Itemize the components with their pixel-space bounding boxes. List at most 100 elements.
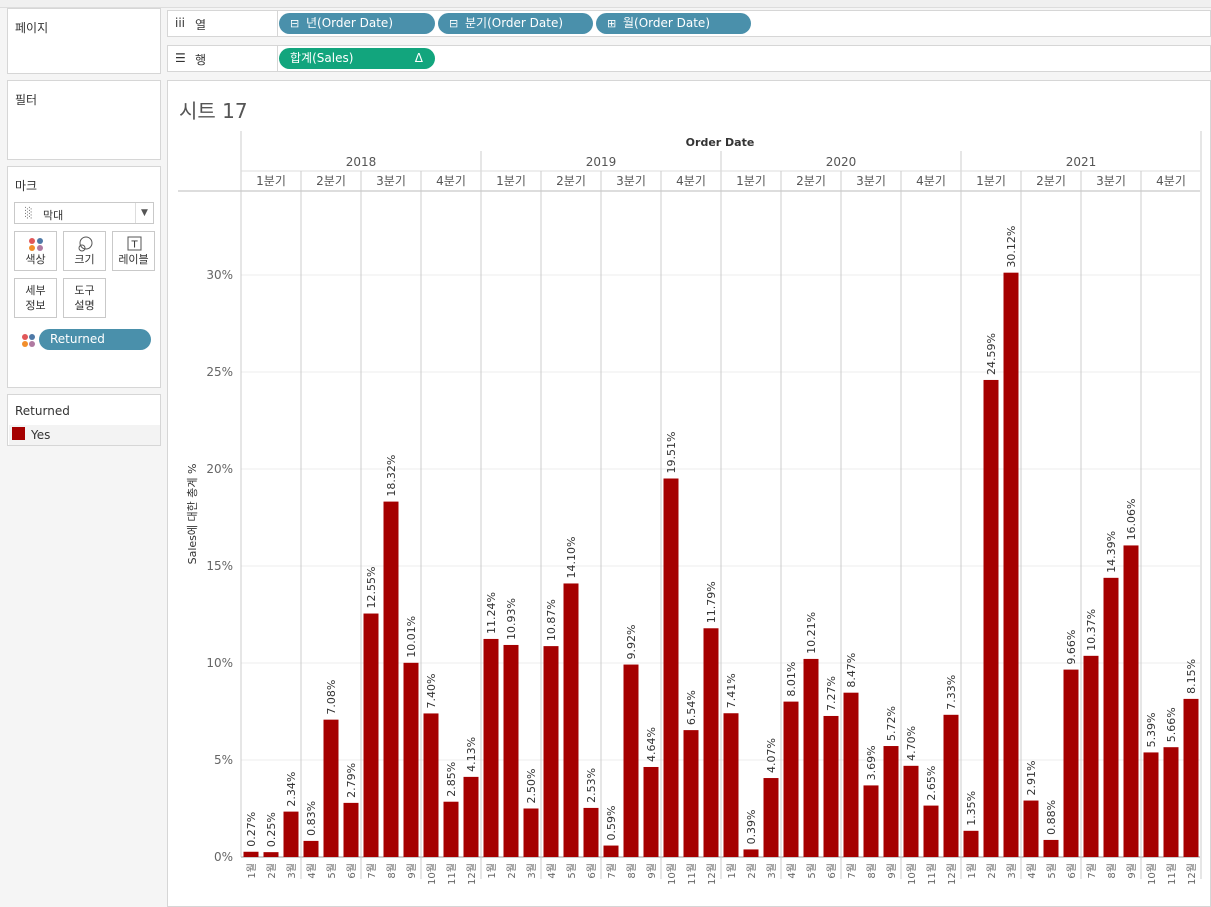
data-label: 11.79% bbox=[705, 581, 718, 623]
bar bbox=[923, 805, 939, 857]
data-label: 8.01% bbox=[785, 662, 798, 697]
sales-sum-pill[interactable]: 합계(Sales) Δ bbox=[279, 48, 435, 69]
month-tick-label: 12월 bbox=[466, 863, 478, 885]
month-tick-label: 1월 bbox=[726, 863, 738, 879]
month-tick-label: 1월 bbox=[966, 863, 978, 879]
bar bbox=[603, 845, 619, 857]
collapse-icon[interactable]: ⊟ bbox=[449, 17, 459, 30]
month-tick-label: 4월 bbox=[546, 863, 558, 879]
data-label: 4.07% bbox=[765, 738, 778, 773]
data-label: 0.25% bbox=[265, 812, 278, 847]
data-label: 2.53% bbox=[585, 768, 598, 803]
data-label: 19.51% bbox=[665, 432, 678, 474]
rows-shelf[interactable]: ☰ 행 합계(Sales) Δ bbox=[167, 45, 1211, 72]
bar bbox=[303, 840, 319, 857]
month-tick-label: 3월 bbox=[526, 863, 538, 879]
month-tick-label: 8월 bbox=[866, 863, 878, 879]
data-label: 4.13% bbox=[465, 737, 478, 772]
data-label: 4.70% bbox=[905, 726, 918, 761]
y-tick-label: 20% bbox=[206, 462, 233, 476]
data-label: 2.65% bbox=[925, 766, 938, 801]
month-tick-label: 10월 bbox=[426, 863, 438, 885]
data-label: 2.91% bbox=[1025, 761, 1038, 796]
data-label: 1.35% bbox=[965, 791, 978, 826]
data-label: 9.92% bbox=[625, 625, 638, 660]
collapse-icon[interactable]: ⊟ bbox=[290, 17, 300, 30]
quarter-order-date-pill[interactable]: ⊟ 분기(Order Date) bbox=[438, 13, 593, 34]
month-tick-label: 9월 bbox=[406, 863, 418, 879]
mark-type-label: 막대 bbox=[43, 209, 64, 222]
data-label: 10.01% bbox=[405, 616, 418, 658]
data-label: 14.10% bbox=[565, 537, 578, 579]
bar bbox=[563, 583, 579, 857]
legend-card: Returned Yes bbox=[7, 394, 161, 446]
detail-button[interactable]: 세부 정보 bbox=[14, 278, 57, 318]
label-button[interactable]: T 레이블 bbox=[112, 231, 155, 271]
month-tick-label: 5월 bbox=[806, 863, 818, 879]
month-tick-label: 2월 bbox=[986, 863, 998, 879]
quarter-header: 1분기 bbox=[736, 174, 766, 188]
data-label: 14.39% bbox=[1105, 531, 1118, 573]
filters-card[interactable]: 필터 bbox=[7, 80, 161, 160]
columns-shelf[interactable]: iii 열 ⊟ 년(Order Date) ⊟ 분기(Order Date) ⊞… bbox=[167, 10, 1211, 37]
data-label: 18.32% bbox=[385, 455, 398, 497]
returned-color-pill[interactable]: Returned bbox=[39, 329, 151, 350]
data-label: 16.06% bbox=[1125, 498, 1138, 540]
bar bbox=[503, 644, 519, 857]
color-button[interactable]: 색상 bbox=[14, 231, 57, 271]
month-tick-label: 2월 bbox=[266, 863, 278, 879]
month-tick-label: 7월 bbox=[606, 863, 618, 879]
shelf-divider bbox=[277, 46, 278, 71]
pages-card[interactable]: 페이지 bbox=[7, 8, 161, 74]
year-order-date-pill[interactable]: ⊟ 년(Order Date) bbox=[279, 13, 435, 34]
size-button[interactable]: 크기 bbox=[63, 231, 106, 271]
y-tick-label: 25% bbox=[206, 365, 233, 379]
quarter-header: 2분기 bbox=[1036, 174, 1066, 188]
month-tick-label: 2월 bbox=[746, 863, 758, 879]
worksheet-view: 시트 17 Sales에 대한 총계 % Order Date 0% 5% 10% 15%… bbox=[167, 80, 1211, 907]
shelf-divider bbox=[277, 11, 278, 36]
bar bbox=[343, 802, 359, 857]
tooltip-label-1: 도구 bbox=[74, 284, 95, 297]
bar bbox=[583, 807, 599, 857]
data-label: 0.27% bbox=[245, 812, 258, 847]
data-label: 2.79% bbox=[345, 763, 358, 798]
month-tick-label: 6월 bbox=[1066, 863, 1078, 879]
month-tick-label: 12월 bbox=[1186, 863, 1198, 885]
bar bbox=[403, 662, 419, 857]
data-label: 30.12% bbox=[1005, 226, 1018, 268]
sheet-title[interactable]: 시트 17 bbox=[179, 99, 248, 123]
bar bbox=[1143, 752, 1159, 857]
y-tick-label: 5% bbox=[214, 753, 233, 767]
month-tick-label: 10월 bbox=[906, 863, 918, 885]
bar bbox=[1083, 655, 1099, 857]
bar bbox=[783, 701, 799, 857]
month-tick-label: 11월 bbox=[926, 863, 938, 885]
bar bbox=[1123, 545, 1139, 857]
bar bbox=[743, 849, 759, 857]
data-label: 5.66% bbox=[1165, 707, 1178, 742]
quarter-header: 2분기 bbox=[556, 174, 586, 188]
expand-icon[interactable]: ⊞ bbox=[607, 17, 617, 30]
data-label: 7.08% bbox=[325, 680, 338, 715]
svg-text:T: T bbox=[130, 240, 138, 251]
filters-title: 필터 bbox=[15, 93, 38, 107]
month-tick-label: 5월 bbox=[566, 863, 578, 879]
tooltip-button[interactable]: 도구 설명 bbox=[63, 278, 106, 318]
month-tick-label: 7월 bbox=[846, 863, 858, 879]
month-order-date-pill[interactable]: ⊞ 월(Order Date) bbox=[596, 13, 751, 34]
data-label: 12.55% bbox=[365, 567, 378, 609]
bar bbox=[323, 719, 339, 857]
y-axis-title: Sales에 대한 총계 % bbox=[186, 464, 199, 565]
size-icon bbox=[78, 236, 93, 252]
color-label: 색상 bbox=[25, 253, 46, 266]
mark-type-dropdown[interactable]: ░ 막대 ▼ bbox=[14, 202, 154, 224]
rows-icon: ☰ bbox=[175, 51, 186, 65]
data-label: 8.47% bbox=[845, 653, 858, 688]
month-tick-label: 2월 bbox=[506, 863, 518, 879]
bar bbox=[983, 379, 999, 857]
month-tick-label: 10월 bbox=[666, 863, 678, 885]
legend-item[interactable]: Yes bbox=[9, 425, 160, 445]
chevron-down-icon[interactable]: ▼ bbox=[135, 203, 153, 223]
color-dots-icon bbox=[22, 334, 35, 347]
